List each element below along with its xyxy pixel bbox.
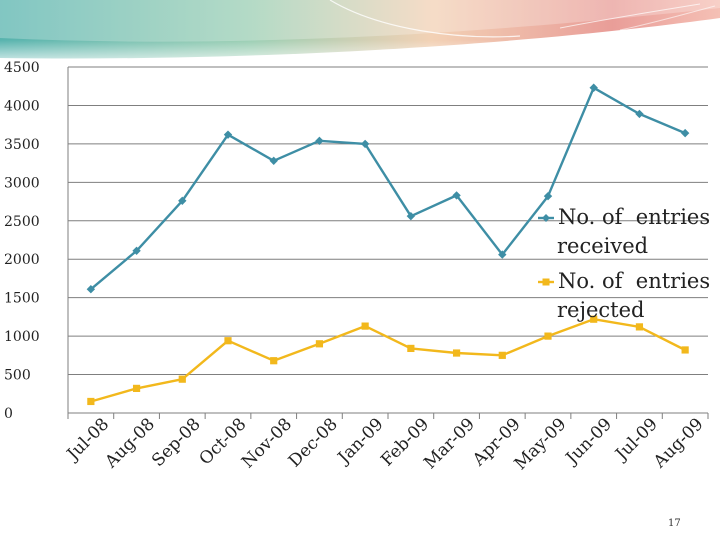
y-tick-label: 2000 xyxy=(4,252,40,268)
data-point xyxy=(589,83,598,92)
data-point xyxy=(452,191,461,200)
data-point xyxy=(223,130,233,139)
y-tick-label: 3000 xyxy=(4,175,40,191)
data-point xyxy=(270,357,278,365)
legend: No. of entries received No. of entries reje… xyxy=(538,205,710,322)
y-tick-label: 4000 xyxy=(4,98,40,114)
x-tick-label: Aug-09 xyxy=(649,414,707,472)
legend-label: No. of entries xyxy=(558,205,710,229)
data-point xyxy=(132,246,141,255)
x-tick-label: Jan-09 xyxy=(333,414,388,469)
data-point xyxy=(452,349,461,357)
x-tick-label: Sep-08 xyxy=(148,414,205,471)
x-tick-label: Jun-09 xyxy=(561,414,616,469)
y-tick-label: 500 xyxy=(4,368,31,384)
data-point xyxy=(407,344,415,353)
data-point xyxy=(87,397,95,406)
decorative-banner xyxy=(0,0,720,70)
data-point xyxy=(681,346,689,354)
legend-entry-2: No. of entries rejected xyxy=(538,269,710,322)
data-point xyxy=(224,337,232,345)
x-axis-ticks: Jul-08Aug-08Sep-08Oct-08Nov-08Dec-08Jan-… xyxy=(62,413,709,474)
data-point xyxy=(635,323,644,331)
data-point xyxy=(590,315,598,323)
series-line xyxy=(90,86,686,291)
y-axis-ticks: 0 500 1000 1500 2000 2500 3000 3500 4000 4500 xyxy=(4,60,40,422)
page-number: 17 xyxy=(668,518,681,529)
series-2 xyxy=(87,315,689,406)
data-point xyxy=(86,285,96,294)
data-point xyxy=(132,384,141,392)
data-point xyxy=(680,128,690,138)
data-point xyxy=(178,375,186,383)
y-tick-label: 1000 xyxy=(4,329,40,345)
x-tick-label: May-09 xyxy=(511,414,571,474)
legend-entry-1: No. of entries received xyxy=(538,205,710,258)
data-point xyxy=(269,156,278,166)
y-tick-label: 0 xyxy=(4,406,13,422)
legend-marker xyxy=(542,278,550,286)
x-tick-label: Aug-08 xyxy=(101,414,159,472)
x-tick-label: Nov-08 xyxy=(238,414,296,472)
x-tick-label: Mar-09 xyxy=(420,414,479,473)
data-point xyxy=(178,196,187,205)
data-point xyxy=(361,322,369,330)
series-line xyxy=(90,318,686,403)
data-point xyxy=(315,340,324,348)
data-point xyxy=(498,250,507,259)
legend-label: No. of entries xyxy=(558,269,710,293)
x-tick-label: Dec-08 xyxy=(285,414,342,471)
legend-marker xyxy=(542,214,550,222)
data-point xyxy=(498,351,506,359)
legend-label: received xyxy=(557,234,648,258)
series-1 xyxy=(86,83,690,294)
series-layer xyxy=(86,83,690,406)
y-tick-label: 2500 xyxy=(4,214,40,230)
data-point xyxy=(544,332,552,340)
data-point xyxy=(360,139,370,149)
data-point xyxy=(406,211,416,221)
y-tick-label: 1500 xyxy=(4,291,40,307)
data-point xyxy=(635,109,644,119)
y-tick-label: 3500 xyxy=(4,137,40,153)
y-tick-label: 4500 xyxy=(4,60,40,76)
data-point xyxy=(315,136,324,146)
legend-label: rejected xyxy=(557,298,644,322)
data-point xyxy=(543,191,553,201)
